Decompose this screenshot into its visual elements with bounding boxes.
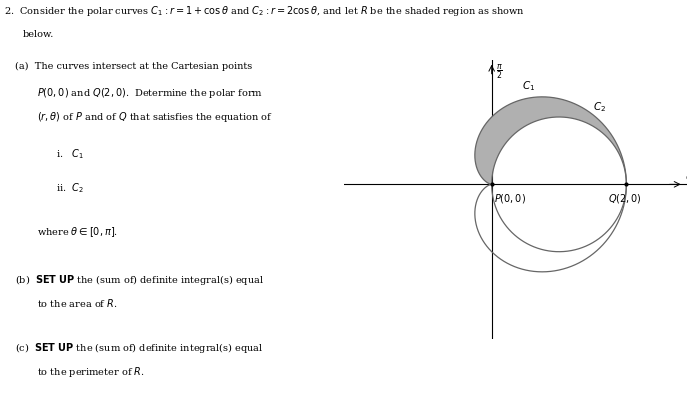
Text: $(r, \theta)$ of $P$ and of $Q$ that satisfies the equation of: $(r, \theta)$ of $P$ and of $Q$ that sat…: [38, 110, 273, 124]
Text: where $\theta \in [0, \pi]$.: where $\theta \in [0, \pi]$.: [38, 225, 118, 239]
Text: i.   $C_1$: i. $C_1$: [56, 148, 84, 162]
Text: $P(0,0)$: $P(0,0)$: [495, 192, 526, 205]
Text: to the area of $R$.: to the area of $R$.: [38, 297, 118, 309]
Text: (c)  $\mathbf{SET\ UP}$ the (sum of) definite integral(s) equal: (c) $\mathbf{SET\ UP}$ the (sum of) defi…: [15, 341, 263, 355]
Text: (b)  $\mathbf{SET\ UP}$ the (sum of) definite integral(s) equal: (b) $\mathbf{SET\ UP}$ the (sum of) defi…: [15, 273, 264, 287]
Text: $o$: $o$: [685, 172, 687, 182]
Text: $C_1$: $C_1$: [522, 79, 535, 93]
Text: $\frac{\pi}{2}$: $\frac{\pi}{2}$: [497, 62, 504, 81]
Text: $Q(2,0)$: $Q(2,0)$: [607, 192, 642, 205]
Text: 2.  Consider the polar curves $C_1 : r = 1 + \cos\theta$ and $C_2 : r = 2\cos\th: 2. Consider the polar curves $C_1 : r = …: [3, 4, 525, 18]
Text: below.: below.: [23, 30, 54, 39]
Text: ii.  $C_2$: ii. $C_2$: [56, 182, 84, 196]
Text: to the perimeter of $R$.: to the perimeter of $R$.: [38, 365, 145, 379]
Text: $P(0, 0)$ and $Q(2, 0)$.  Determine the polar form: $P(0, 0)$ and $Q(2, 0)$. Determine the p…: [38, 86, 264, 100]
Text: (a)  The curves intersect at the Cartesian points: (a) The curves intersect at the Cartesia…: [15, 62, 252, 71]
Polygon shape: [475, 97, 627, 184]
Text: $C_2$: $C_2$: [593, 100, 606, 114]
